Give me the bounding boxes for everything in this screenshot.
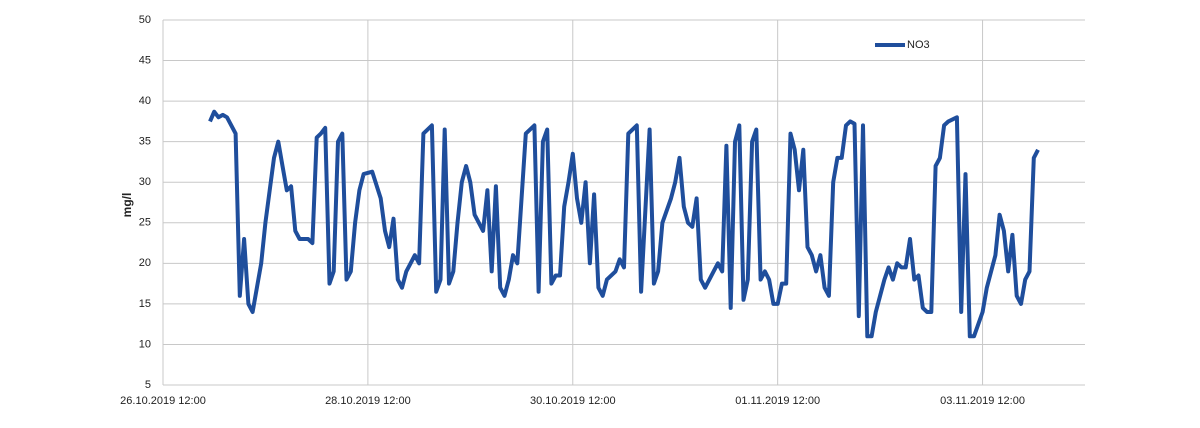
x-tick-label: 30.10.2019 12:00 <box>530 395 616 407</box>
y-tick-label: 20 <box>139 257 151 269</box>
y-tick-label: 35 <box>139 136 151 148</box>
x-tick-label: 28.10.2019 12:00 <box>325 395 411 407</box>
y-tick-label: 25 <box>139 217 151 229</box>
y-tick-label: 30 <box>139 176 151 188</box>
x-tick-label: 03.11.2019 12:00 <box>940 395 1025 407</box>
y-tick-label: 45 <box>139 54 151 66</box>
x-tick-label: 26.10.2019 12:00 <box>120 395 206 407</box>
x-tick-label: 01.11.2019 12:00 <box>735 395 820 407</box>
y-tick-label: 5 <box>145 379 151 391</box>
y-tick-label: 10 <box>139 338 151 350</box>
y-tick-label: 50 <box>139 14 151 26</box>
data-line <box>208 109 1040 339</box>
y-axis-label: mg/l <box>120 193 134 218</box>
legend-label: NO3 <box>907 39 930 51</box>
y-tick-label: 15 <box>139 298 151 310</box>
y-tick-label: 40 <box>139 95 151 107</box>
